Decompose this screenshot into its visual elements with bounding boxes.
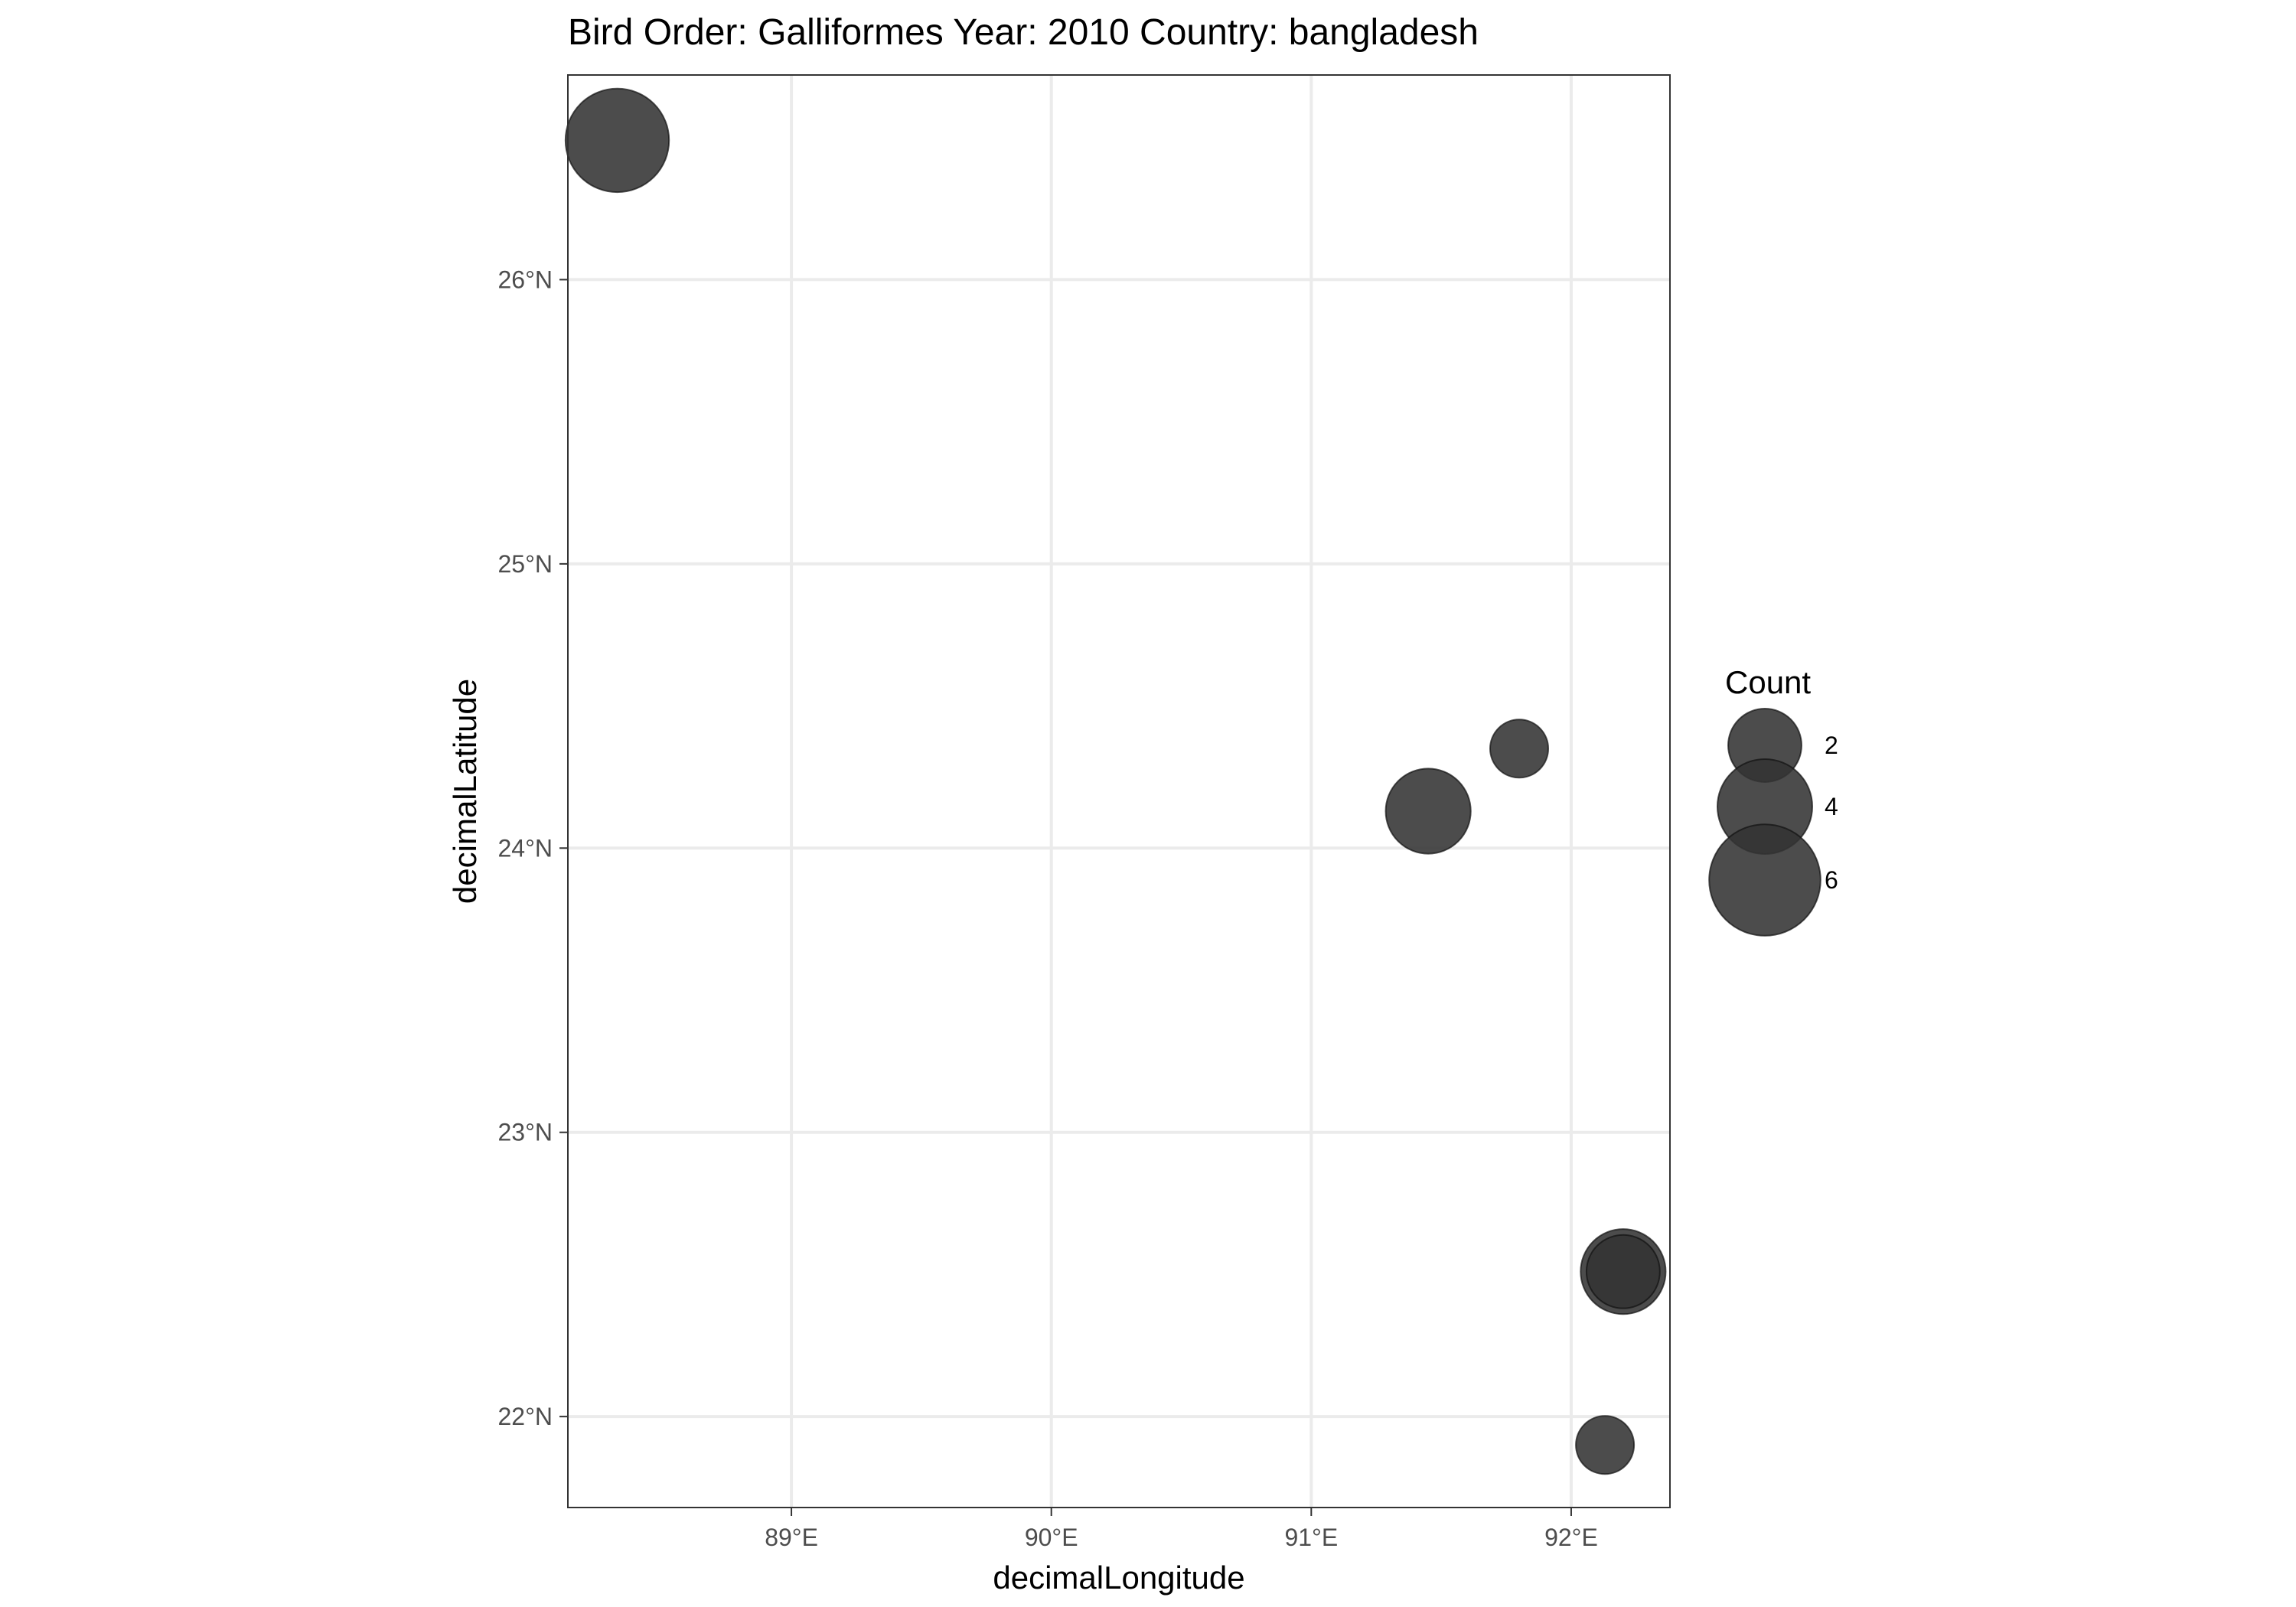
x-axis: 89°E 90°E 91°E 92°E (765, 1508, 1598, 1551)
legend-label: 2 (1825, 732, 1838, 759)
y-tick-label: 25°N (498, 550, 553, 578)
legend-label: 4 (1825, 793, 1838, 820)
legend-label: 6 (1825, 866, 1838, 894)
data-point (1384, 768, 1472, 855)
data-point (1585, 1234, 1661, 1309)
panel-border (567, 74, 1671, 1508)
y-tick-label: 23°N (498, 1119, 553, 1146)
data-point (1575, 1415, 1636, 1475)
data-point (1489, 719, 1550, 779)
y-tick-label: 26°N (498, 266, 553, 293)
y-axis: 22°N 23°N 24°N 25°N 26°N (498, 266, 568, 1430)
data-point (564, 87, 670, 194)
legend: Count 2 4 6 (1708, 664, 1838, 937)
x-tick-label: 89°E (765, 1524, 818, 1551)
x-tick-label: 91°E (1284, 1524, 1338, 1551)
legend-key (1708, 823, 1821, 937)
x-tick-label: 92°E (1544, 1524, 1598, 1551)
data-points (564, 87, 1667, 1475)
y-tick-label: 24°N (498, 834, 553, 862)
y-axis-title: decimalLatitude (447, 679, 483, 904)
legend-title: Count (1725, 664, 1811, 700)
x-axis-title: decimalLongitude (993, 1560, 1244, 1596)
chart-title: Bird Order: Galliformes Year: 2010 Count… (568, 12, 1479, 53)
y-tick-label: 22°N (498, 1403, 553, 1430)
grid (568, 75, 1670, 1508)
x-tick-label: 90°E (1025, 1524, 1078, 1551)
